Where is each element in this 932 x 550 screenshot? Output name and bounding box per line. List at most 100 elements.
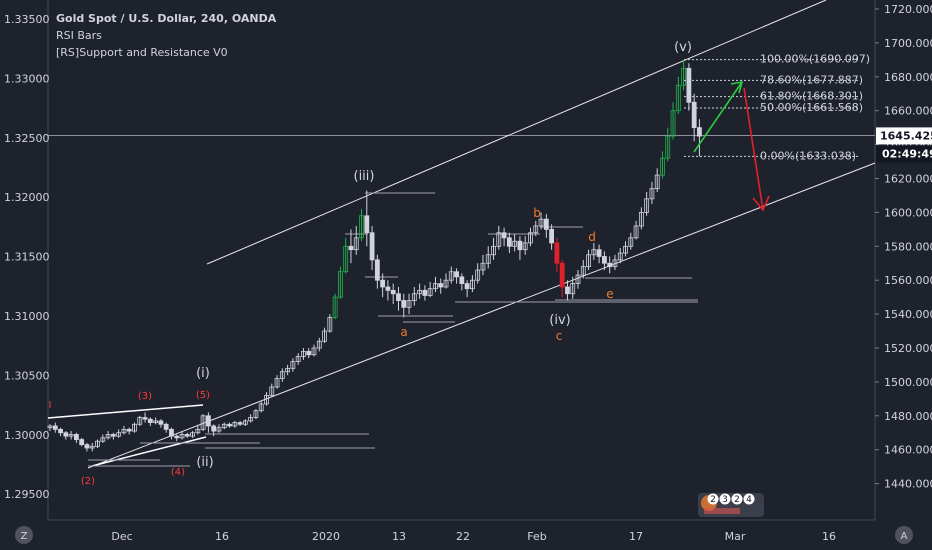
candle-body: [137, 417, 143, 425]
candle-body: [353, 237, 359, 251]
wave-label: b: [533, 206, 541, 220]
channel-upper-line: [206, 0, 827, 265]
candle-body: [475, 269, 481, 281]
candle-body: [132, 423, 137, 432]
candle-body: [454, 271, 459, 278]
candle-body: [448, 271, 454, 281]
candle-body: [491, 245, 496, 256]
candle-body: [195, 428, 201, 434]
candle-body: [660, 157, 665, 176]
candle-body: [295, 356, 301, 362]
candle-body: [227, 423, 232, 427]
candle-body: [279, 371, 285, 379]
auto-scale-button: [895, 526, 913, 544]
symbol-title[interactable]: Gold Spot / U.S. Dollar, 240, OANDA: [56, 12, 277, 25]
projection-down-arrow: [743, 87, 764, 211]
left-axis-tick-label: 1.29500: [4, 488, 50, 501]
fib-level-label: 78.60%(1677.887): [760, 73, 863, 86]
candle-body: [575, 274, 581, 284]
candle-body: [528, 232, 533, 244]
fib-level-label: 100.00%(1690.097): [760, 53, 870, 66]
candle-body: [301, 350, 306, 357]
candle-body: [258, 403, 264, 412]
candle-body: [242, 420, 248, 425]
indicator-support-resistance[interactable]: [RS]Support and Resistance V0: [56, 46, 228, 59]
candle-body: [380, 279, 386, 288]
candle-body: [586, 254, 591, 268]
candle-body: [644, 198, 650, 213]
candle-body: [58, 428, 63, 434]
candle-body: [686, 67, 692, 103]
left-axis-tick-label: 1.32500: [4, 132, 50, 145]
candle-body: [459, 276, 465, 284]
wave-label: (4): [171, 467, 185, 478]
candle-body: [697, 127, 702, 137]
candle-body: [506, 237, 512, 247]
x-axis-tick-label: 16: [215, 530, 229, 543]
candle-body: [501, 232, 507, 239]
candle-body: [327, 317, 333, 332]
x-axis-tick-label: 16: [822, 530, 836, 543]
candle-body: [322, 330, 327, 342]
wave-label: (3): [138, 391, 152, 402]
candle-body: [52, 425, 58, 430]
candle-body: [559, 262, 565, 288]
counter-digit: 3: [722, 495, 728, 505]
candle-body: [285, 367, 291, 373]
fib-level-label: 50.00%(1661.568): [760, 101, 863, 114]
zoom-button-label: Z: [21, 531, 28, 542]
candle-body: [565, 286, 570, 295]
right-axis-tick-label: 1440.000: [884, 478, 932, 491]
candle-body: [332, 296, 338, 318]
candle-body: [417, 289, 423, 295]
candle-body: [496, 232, 502, 247]
candle-body: [570, 283, 576, 295]
candle-body: [638, 211, 644, 227]
counter-digit-bubble: [731, 493, 743, 505]
right-axis-tick-label: 1500.000: [884, 376, 932, 389]
candle-body: [654, 174, 660, 190]
candle-body: [100, 437, 106, 442]
candle-body: [205, 415, 211, 427]
candle-body: [602, 256, 607, 264]
right-axis-tick-label: 1600.000: [884, 206, 932, 219]
price-badge: [876, 127, 932, 145]
right-axis-tick-label: 1520.000: [884, 342, 932, 355]
candle-body: [174, 435, 180, 439]
candle-body: [237, 422, 243, 425]
candle-body: [364, 215, 370, 234]
price-badge-text: 1645.425: [880, 129, 932, 142]
candle-body: [665, 135, 671, 159]
counter-digit-bubble: [707, 493, 719, 505]
right-axis-tick-label: 1580.000: [884, 240, 932, 253]
wedge-lower-line: [91, 436, 207, 467]
candle-body: [290, 361, 296, 369]
candle-body: [126, 428, 132, 432]
candle-body: [79, 439, 85, 446]
counter-digit-bubble: [719, 493, 731, 505]
candle-body: [269, 386, 275, 396]
fib-level-label: 61.80%(1668.301): [760, 90, 863, 103]
counter-digit: 2: [710, 495, 716, 505]
candle-body: [691, 101, 697, 129]
candle-body: [401, 300, 407, 308]
candle-body: [47, 425, 53, 429]
candle-body: [543, 218, 549, 230]
candle-body: [612, 259, 618, 268]
x-axis-tick-label: 22: [456, 530, 470, 543]
candle-body: [121, 428, 127, 434]
candle-body: [232, 422, 238, 427]
wave-label: e: [606, 287, 613, 301]
candle-body: [533, 225, 539, 234]
indicator-rsi-bars[interactable]: RSI Bars: [56, 29, 102, 42]
candle-body: [512, 240, 518, 247]
candle-body: [396, 293, 401, 301]
wave-label: d: [588, 230, 596, 244]
candle-body: [374, 259, 380, 281]
candle-body: [316, 340, 322, 349]
candle-body: [359, 215, 364, 239]
x-axis-tick-label: Feb: [527, 530, 546, 543]
